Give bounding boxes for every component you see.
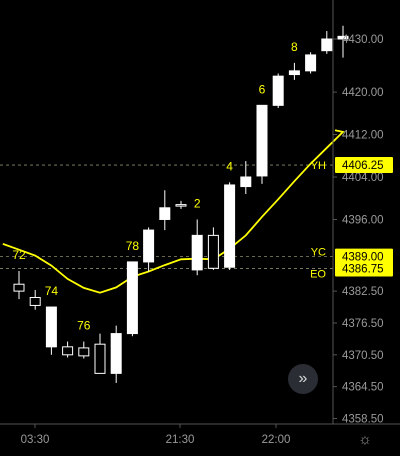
candle-body <box>240 176 252 188</box>
candle <box>337 25 349 58</box>
candle <box>305 52 317 74</box>
bar-number-label: 72 <box>12 248 26 262</box>
moving-average-layer <box>2 129 345 294</box>
candle-body <box>78 347 90 357</box>
price-level-label: YC <box>311 247 326 259</box>
price-level-lines: YH YC EO <box>0 160 333 281</box>
candle <box>45 306 57 355</box>
bar-number-label: 76 <box>77 319 91 333</box>
price-tick-label: 4396.00 <box>342 214 384 226</box>
candle-body <box>305 54 317 72</box>
candle-body <box>29 296 41 306</box>
gear-icon: ☼ <box>358 430 372 448</box>
candle <box>175 200 187 209</box>
bar-number-label: 6 <box>259 82 266 96</box>
candle <box>240 161 252 194</box>
candle-body <box>62 346 74 356</box>
candle-body <box>159 207 171 220</box>
moving-average-line <box>2 129 345 294</box>
candle-body <box>175 204 187 207</box>
price-axis: 4430.00 4420.00 4412.00 4404.00 4396.00 4382.… <box>332 0 393 426</box>
price-tick-label: 4364.50 <box>342 382 384 394</box>
price-tick-label: 4420.00 <box>342 87 384 99</box>
candle-body <box>337 35 349 40</box>
price-tick-label: 4412.00 <box>342 130 384 142</box>
candle <box>13 270 25 300</box>
candles-layer <box>13 25 349 383</box>
candle <box>224 182 236 270</box>
price-level-tag-label: 4406.25 <box>342 160 384 172</box>
candle-body <box>94 343 106 374</box>
candle-body <box>207 234 219 269</box>
candle <box>191 219 203 276</box>
bar-number-label: 78 <box>126 239 140 253</box>
candle-body <box>13 283 25 292</box>
candle-body <box>321 38 333 52</box>
candle-body <box>126 261 138 335</box>
price-level-label: YH <box>311 160 326 172</box>
price-tick-label: 4430.00 <box>342 34 384 46</box>
price-level-tag: 4386.75 <box>335 260 393 277</box>
time-axis: 03:30 21:30 22:00 <box>0 423 400 446</box>
time-tick-label: 22:00 <box>262 434 291 446</box>
candle-body <box>224 184 236 268</box>
candle-body <box>191 234 203 271</box>
scroll-to-realtime-button[interactable]: » <box>288 364 318 394</box>
price-level-label: EO <box>310 269 326 281</box>
candle <box>272 73 284 108</box>
price-level-tag-bg <box>335 260 393 277</box>
time-tick-label: 03:30 <box>21 434 50 446</box>
bar-number-label: 4 <box>226 159 233 173</box>
candle <box>94 333 106 374</box>
candle <box>143 227 155 272</box>
price-level-tag-bg <box>335 157 393 174</box>
price-tick-label: 4382.50 <box>342 286 384 298</box>
double-chevron-right-icon: » <box>298 370 308 387</box>
candle <box>207 227 219 270</box>
bar-number-labels: 72 74 76 78 2 4 6 8 <box>12 40 298 333</box>
bar-number-label: 8 <box>291 40 298 54</box>
chart-settings-button[interactable]: ☼ <box>354 428 376 450</box>
candle-body <box>256 104 268 177</box>
time-tick-label: 21:30 <box>166 434 195 446</box>
candle-body <box>45 306 57 348</box>
price-tick-label: 4404.00 <box>342 172 384 184</box>
candle-body <box>288 70 300 76</box>
price-tick-label: 4358.50 <box>342 414 384 426</box>
candle <box>159 190 171 231</box>
candle <box>256 104 268 184</box>
candle <box>288 62 300 80</box>
candle <box>126 261 138 337</box>
candle-body <box>143 229 155 263</box>
candle <box>62 341 74 358</box>
bar-number-label: 2 <box>194 196 201 210</box>
candle <box>110 325 122 383</box>
candle-body <box>272 75 284 106</box>
price-level-tag-label: 4386.75 <box>342 264 384 276</box>
candle <box>78 341 90 359</box>
bar-number-label: 74 <box>45 284 59 298</box>
price-tick-label: 4370.50 <box>342 350 384 362</box>
price-tick-label: 4376.50 <box>342 318 384 330</box>
price-level-tag: 4406.25 <box>335 157 393 174</box>
candle-body <box>110 333 122 374</box>
candle <box>321 31 333 54</box>
candle <box>29 290 41 310</box>
